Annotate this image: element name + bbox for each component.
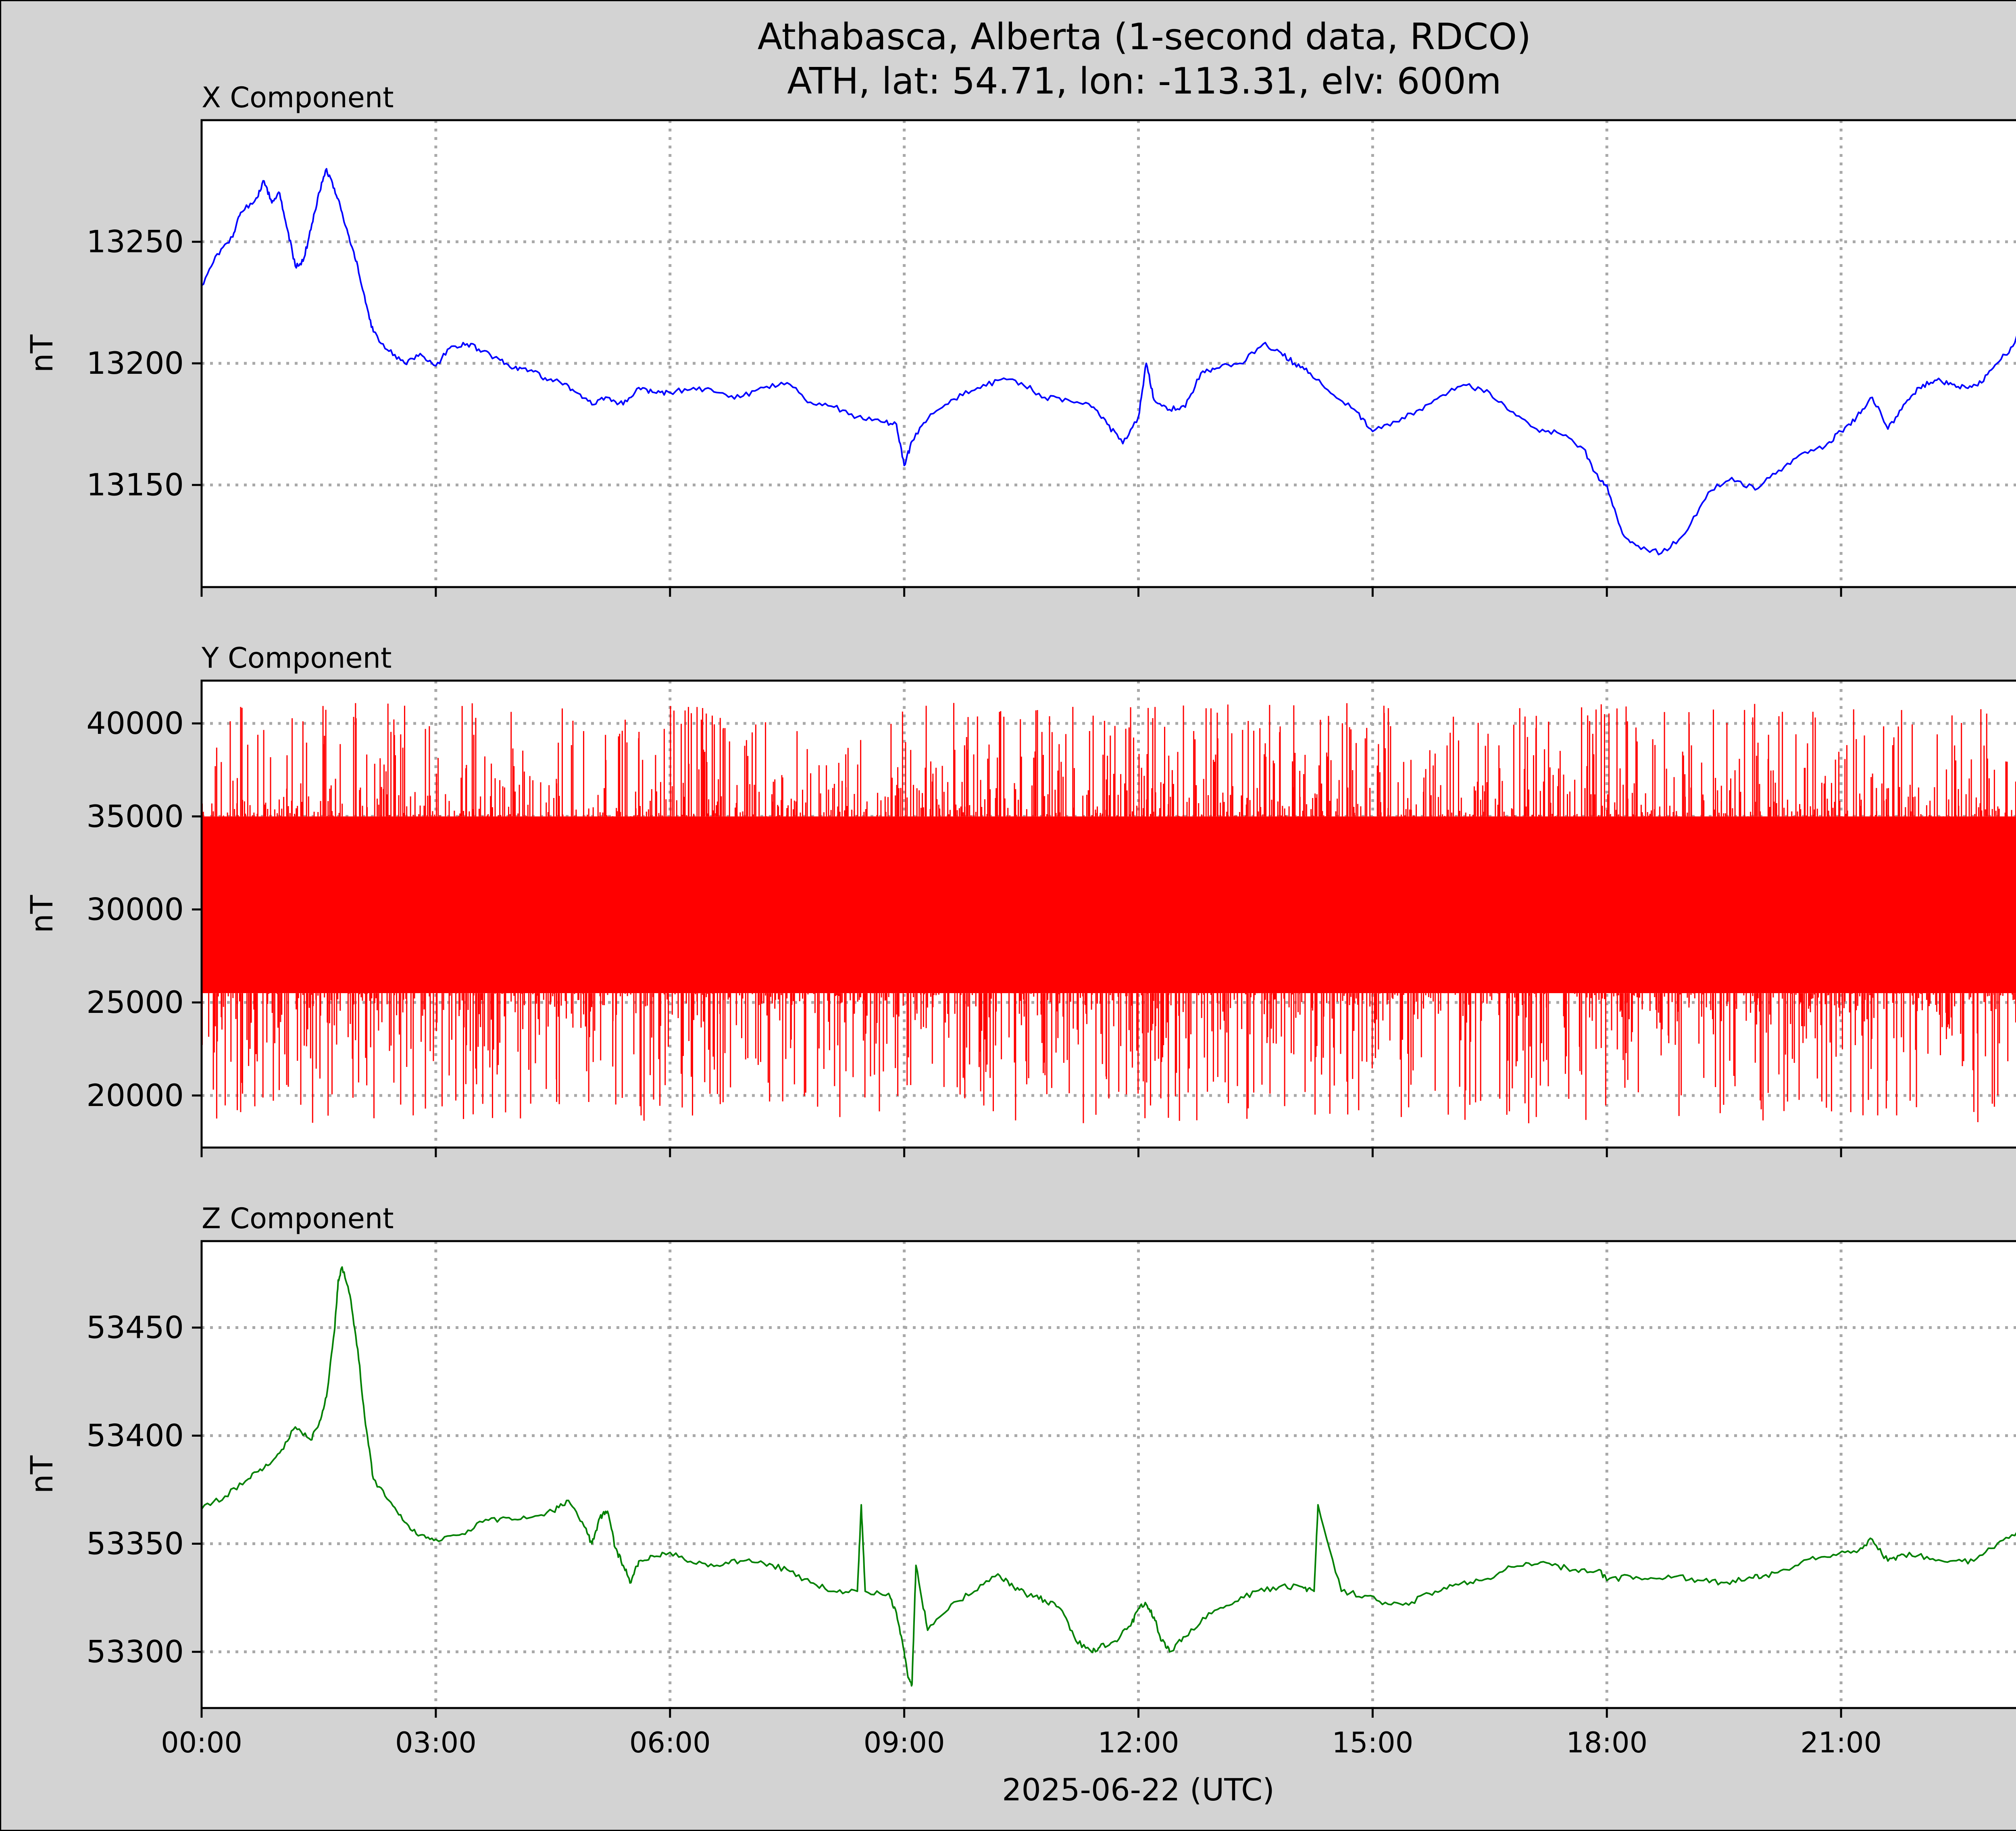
z-ytick-label-1: 53350	[86, 1526, 184, 1562]
z-ytick-label-2: 53400	[86, 1418, 184, 1454]
y-ytick-label-3: 35000	[86, 798, 184, 834]
figure-title-line1: Athabasca, Alberta (1-second data, RDCO)	[758, 16, 1531, 58]
z-ytick-label-3: 53450	[86, 1309, 184, 1345]
figure-title-line2: ATH, lat: 54.71, lon: -113.31, elv: 600m	[787, 60, 1501, 102]
x-component-panel: 13150 13200 13250 X Component nT	[24, 81, 2016, 597]
y-ytick-label-1: 25000	[86, 984, 184, 1020]
x-plot-area	[202, 120, 2016, 587]
z-xtick-label-6: 18:00	[1566, 1726, 1647, 1759]
z-series-line	[202, 1266, 2016, 1687]
z-panel-title: Z Component	[202, 1202, 394, 1235]
z-xtick-label-4: 12:00	[1098, 1726, 1179, 1759]
x-axis-label: 2025-06-22 (UTC)	[1002, 1772, 1275, 1808]
x-ytick-label-0: 13150	[86, 467, 184, 503]
x-ytick-label-1: 13200	[86, 345, 184, 381]
z-xtick-label-1: 03:00	[395, 1726, 477, 1759]
y-component-panel: 20000 25000 30000 35000 40000 Y Component nT	[24, 642, 2016, 1157]
x-panel-title: X Component	[202, 81, 394, 114]
z-xtick-label-5: 15:00	[1332, 1726, 1414, 1759]
z-component-panel: 53300 53350 53400 53450 00:00 03:00 06:00 09:00…	[24, 1202, 2016, 1759]
y-noise-band	[202, 816, 2016, 994]
z-ylabel: nT	[24, 1455, 60, 1494]
y-ytick-label-4: 40000	[86, 705, 184, 741]
z-xtick-label-3: 09:00	[864, 1726, 945, 1759]
y-panel-title: Y Component	[201, 642, 392, 675]
x-ylabel: nT	[24, 334, 60, 373]
z-plot-area	[202, 1241, 2016, 1708]
z-data-group	[202, 1266, 2016, 1687]
y-ytick-label-0: 20000	[86, 1077, 184, 1113]
x-ytick-label-2: 13250	[86, 224, 184, 260]
x-series-line	[202, 168, 2016, 556]
z-xtick-label-2: 06:00	[629, 1726, 711, 1759]
z-ytick-label-0: 53300	[86, 1634, 184, 1670]
y-ylabel: nT	[24, 895, 60, 933]
z-xtick-label-7: 21:00	[1800, 1726, 1882, 1759]
y-ytick-label-2: 30000	[86, 891, 184, 927]
y-data-group	[202, 703, 2016, 1123]
x-data-group	[202, 168, 2016, 556]
z-xtick-label-0: 00:00	[161, 1726, 242, 1759]
